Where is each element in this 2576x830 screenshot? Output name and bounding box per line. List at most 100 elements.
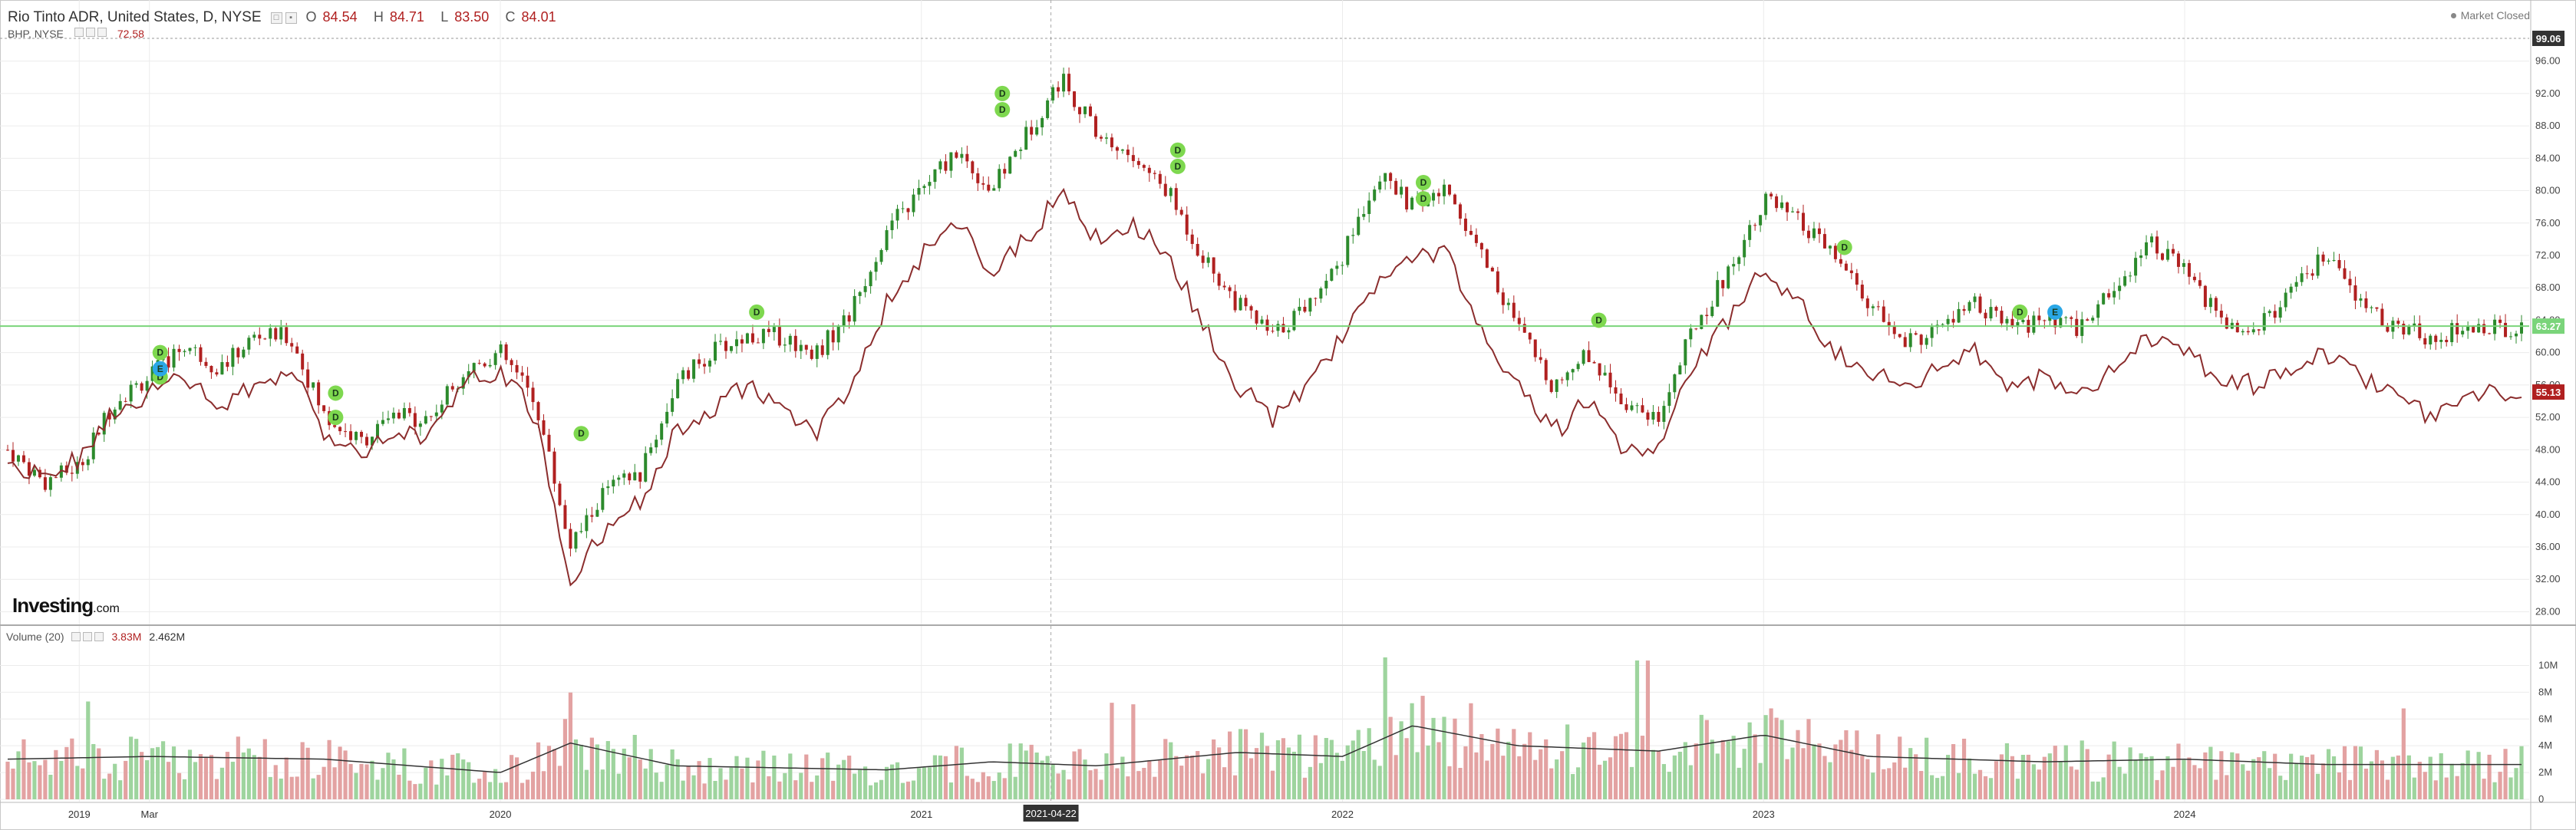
- candle-body: [2445, 340, 2449, 343]
- volume-ma-value: 2.462M: [149, 631, 186, 643]
- candle-body: [1608, 372, 1612, 387]
- dividend-marker-circle: [152, 344, 168, 361]
- price-axis[interactable]: 96.00 92.00 88.00 84.00 80.00 76.00 72.00 68.00…: [2535, 55, 2561, 618]
- volume-axis[interactable]: 10M 8M 6M 4M 2M 0: [2538, 659, 2558, 805]
- candle-body: [595, 509, 599, 517]
- volume-tick-label: 10M: [2538, 659, 2558, 670]
- candle-body: [199, 347, 203, 362]
- volume-bar: [546, 746, 552, 799]
- volume-bar: [2133, 759, 2138, 799]
- volume-bar: [552, 749, 557, 799]
- volume-bar: [1201, 773, 1206, 799]
- volume-bar: [1131, 704, 1136, 799]
- candle-body: [1019, 150, 1023, 151]
- volume-bar: [493, 769, 498, 799]
- volume-bar: [2331, 756, 2337, 799]
- volume-bar: [2417, 762, 2422, 799]
- volume-hide-button[interactable]: [71, 632, 81, 641]
- candle-body: [1384, 173, 1387, 182]
- candle-body: [2289, 286, 2293, 293]
- volume-bar: [1318, 762, 1323, 799]
- volume-bar: [616, 773, 621, 799]
- candle-body: [188, 347, 192, 351]
- volume-bar: [718, 768, 723, 799]
- candle-body: [64, 465, 68, 473]
- series-settings-button[interactable]: ▪: [285, 12, 297, 24]
- candle-body: [1587, 350, 1591, 363]
- volume-bar: [150, 748, 155, 799]
- volume-bar: [107, 773, 112, 799]
- dividend-marker-label: D: [1841, 242, 1848, 252]
- candle-body: [1737, 257, 1741, 265]
- volume-bar: [429, 760, 434, 799]
- candle-body: [1496, 271, 1499, 293]
- volume-bar: [1898, 736, 1902, 799]
- candle-body: [1743, 239, 1746, 258]
- candle-body: [955, 152, 958, 158]
- candle-body: [1930, 327, 1934, 338]
- volume-bar: [2353, 746, 2358, 799]
- volume-bar: [230, 762, 235, 799]
- volume-bar: [2020, 755, 2025, 799]
- volume-bar: [364, 764, 369, 799]
- candle-body: [2504, 322, 2508, 338]
- volume-bar: [1163, 739, 1168, 799]
- time-axis[interactable]: 2019 Mar 2020 2021 2021-04-22 2022 2023 2024: [68, 805, 2196, 822]
- volume-bar: [2390, 756, 2395, 799]
- volume-bar: [1474, 752, 1479, 799]
- candle-body: [1764, 193, 1768, 216]
- candle-body: [183, 351, 186, 352]
- volume-bar: [536, 742, 541, 799]
- volume-bar: [32, 761, 37, 799]
- volume-label[interactable]: Volume (20): [6, 631, 64, 643]
- volume-bar: [1747, 722, 1752, 799]
- compare-symbol[interactable]: BHP, NYSE: [8, 28, 64, 40]
- volume-bar: [2160, 770, 2165, 799]
- volume-bar: [750, 782, 755, 799]
- volume-close-button[interactable]: [94, 632, 104, 641]
- volume-bar: [2268, 768, 2272, 799]
- candle-body: [1716, 280, 1720, 307]
- candle-body: [1694, 328, 1698, 330]
- volume-bar: [1994, 761, 1999, 799]
- volume-bar: [391, 759, 396, 799]
- volume-bar: [783, 772, 787, 799]
- volume-bar: [1608, 757, 1613, 799]
- volume-bar: [2090, 781, 2095, 799]
- volume-bar: [1586, 736, 1591, 799]
- candle-body: [1700, 315, 1704, 329]
- candle-body: [134, 383, 138, 385]
- volume-bar: [1383, 657, 1387, 799]
- candle-body: [692, 359, 696, 379]
- candle-body: [2300, 273, 2304, 282]
- volume-bar: [2514, 768, 2518, 799]
- volume-bar: [1227, 731, 1232, 799]
- volume-settings-button[interactable]: [83, 632, 93, 641]
- candle-body: [836, 326, 840, 343]
- compare-settings-button[interactable]: [85, 28, 95, 37]
- volume-bar: [1056, 773, 1060, 799]
- volume-bar: [1099, 779, 1103, 799]
- volume-tick-label: 6M: [2538, 713, 2552, 724]
- volume-bar: [1259, 733, 1265, 799]
- candle-body: [1839, 259, 1842, 264]
- candle-body: [370, 436, 374, 446]
- candle-body: [1330, 268, 1334, 281]
- compare-close-button[interactable]: [97, 28, 107, 37]
- compare-hide-button[interactable]: [74, 28, 84, 37]
- candle-body: [740, 339, 744, 344]
- volume-bar: [1291, 751, 1297, 799]
- volume-bar: [2519, 746, 2524, 799]
- symbol-title[interactable]: Rio Tinto ADR, United States, D, NYSE: [8, 9, 262, 25]
- hide-series-button[interactable]: □: [270, 12, 282, 24]
- candle-body: [665, 411, 669, 424]
- volume-bar: [284, 757, 289, 799]
- volume-bar: [2401, 708, 2406, 799]
- candle-body: [1212, 257, 1215, 274]
- candle-body: [2332, 259, 2336, 261]
- price-tick-label: 28.00: [2535, 605, 2561, 617]
- volume-bar: [38, 765, 42, 799]
- candle-body: [1233, 291, 1237, 311]
